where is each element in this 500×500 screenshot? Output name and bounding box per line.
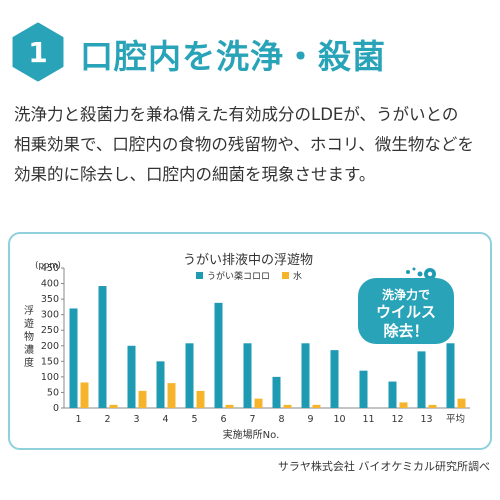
- x-tick-label: 13: [420, 414, 432, 425]
- chart-title: うがい排液中の浮遊物: [183, 253, 313, 268]
- hexagon-icon: 1: [12, 22, 64, 82]
- bar-series-2: [428, 404, 437, 408]
- legend-swatch: [196, 272, 203, 279]
- bar-series-1: [185, 343, 194, 408]
- x-tick-label: 2: [104, 414, 110, 425]
- bar-series-2: [138, 390, 147, 408]
- gear-icon: [424, 268, 436, 280]
- y-tick-label: 400: [41, 279, 59, 290]
- y-tick-label: 150: [41, 356, 59, 367]
- section-number: 1: [28, 36, 47, 69]
- y-unit-label: (ppm): [35, 261, 61, 271]
- bar-series-1: [127, 345, 136, 408]
- bar-series-1: [156, 361, 165, 408]
- y-axis-title-char: 物: [24, 330, 34, 343]
- bar-series-2: [254, 398, 263, 408]
- x-tick-label: 7: [249, 414, 255, 425]
- number-badge: 1: [12, 22, 64, 82]
- bar-series-1: [243, 343, 252, 408]
- y-tick-label: 350: [41, 294, 59, 305]
- y-axis-title-char: 度: [24, 356, 34, 369]
- sparkle-icon: [406, 267, 423, 277]
- x-tick-label: 1: [75, 414, 81, 425]
- y-tick-label: 250: [41, 325, 59, 336]
- y-tick-label: 100: [41, 372, 59, 383]
- bar-series-1: [214, 302, 223, 408]
- source-note: サラヤ株式会社 バイオケミカル研究所調べ: [277, 460, 490, 473]
- bar-series-2: [399, 402, 408, 408]
- bar-series-2: [312, 404, 321, 408]
- legend-swatch: [282, 272, 289, 279]
- x-tick-label: 10: [333, 414, 345, 425]
- section-header: 1 口腔内を洗浄・殺菌: [12, 22, 492, 82]
- badge-line-1: 洗浄力で: [382, 287, 430, 302]
- bar-series-1: [446, 343, 455, 408]
- legend-label: 水: [293, 270, 302, 282]
- legend-label: うがい薬コロロ: [207, 270, 270, 282]
- x-tick-label: 3: [133, 414, 139, 425]
- x-tick-label: 9: [307, 414, 313, 425]
- bar-series-1: [301, 343, 310, 408]
- bar-series-1: [272, 376, 281, 408]
- x-tick-label: 8: [278, 414, 284, 425]
- y-tick-label: 450: [41, 263, 59, 274]
- y-tick-label: 50: [47, 387, 59, 398]
- bar-series-1: [388, 381, 397, 408]
- y-axis-title-char: 浮: [24, 305, 34, 317]
- virus-removal-badge: 洗浄力で ウイルス 除去！: [358, 267, 454, 344]
- bar-series-2: [109, 404, 118, 408]
- y-tick-label: 300: [41, 310, 59, 321]
- bar-series-2: [225, 404, 234, 408]
- x-tick-label: 11: [362, 414, 374, 425]
- y-axis-title: 浮遊物濃度: [24, 305, 34, 369]
- y-tick-label: 200: [41, 341, 59, 352]
- bar-series-2: [196, 390, 205, 408]
- bar-series-2: [457, 398, 466, 408]
- bar-series-1: [330, 350, 339, 408]
- bar-series-1: [69, 308, 78, 408]
- page-title: 口腔内を洗浄・殺菌: [80, 37, 386, 76]
- description-line: 効果的に除去し、口腔内の細菌を現象させます。: [14, 165, 376, 184]
- y-axis-title-char: 濃: [24, 343, 34, 356]
- x-tick-label: 6: [220, 414, 226, 425]
- badge-line-2: ウイルス: [376, 303, 436, 321]
- x-tick-label: 12: [391, 414, 403, 425]
- bar-series-2: [283, 404, 292, 408]
- description-line: 洗浄力と殺菌力を兼ね備えた有効成分のLDEが、うがいとの: [14, 105, 459, 124]
- bar-series-2: [80, 382, 89, 408]
- x-axis-title: 実施場所No.: [223, 428, 280, 441]
- bar-series-1: [417, 351, 426, 408]
- y-axis-title-char: 遊: [24, 317, 34, 330]
- x-tick-label: 5: [191, 414, 197, 425]
- description: 洗浄力と殺菌力を兼ね備えた有効成分のLDEが、うがいとの 相乗効果で、口腔内の食…: [14, 100, 490, 190]
- badge-line-3: 除去！: [383, 322, 428, 340]
- x-tick-label: 平均: [446, 413, 465, 425]
- bar-series-2: [167, 383, 176, 408]
- y-tick-label: 0: [53, 403, 59, 414]
- x-tick-label: 4: [162, 414, 168, 425]
- bar-series-1: [359, 370, 368, 408]
- description-line: 相乗効果で、口腔内の食物の残留物や、ホコリ、微生物などを: [14, 135, 474, 154]
- bar-series-1: [98, 286, 107, 408]
